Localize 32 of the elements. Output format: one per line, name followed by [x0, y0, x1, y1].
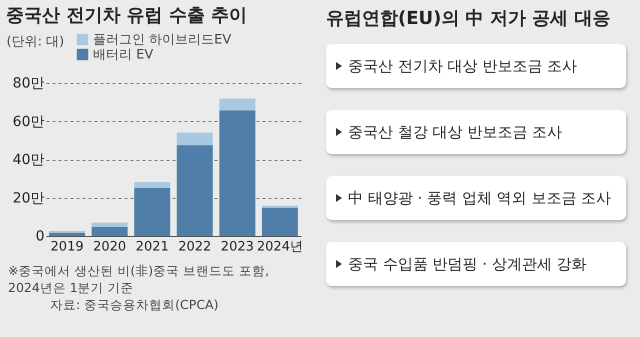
x-tick-label: 2021: [136, 240, 169, 254]
bar: [49, 232, 86, 236]
x-tick-label: 2024년: [256, 240, 303, 254]
y-tick-label: 0: [36, 228, 44, 244]
x-tick-label: 2019: [50, 240, 84, 254]
bar: [134, 188, 170, 236]
bar: [219, 98, 256, 110]
bar: [134, 182, 170, 188]
x-tick-label: 2022: [178, 240, 212, 254]
y-tick-label: 20만: [12, 190, 44, 206]
y-tick-label: 40만: [12, 152, 44, 168]
x-tick-label: 2020: [93, 240, 126, 254]
legend-label: 플러그인 하이브리드EV: [93, 32, 232, 48]
text: 유럽연합(EU)의 中 저가 공세 대응: [326, 7, 612, 30]
x-tick-label: 2023: [220, 240, 254, 254]
bar: [176, 132, 213, 146]
text: 자료: 중국승용차협회(CPCA): [49, 296, 220, 313]
text: 중국산 철강 대상 반보조금 조사: [348, 122, 562, 142]
text: 中 태양광 · 풍력 업체 역외 보조금 조사: [348, 188, 612, 208]
bar: [92, 227, 128, 236]
bar: [92, 222, 128, 228]
y-axis-title: (단위: 대): [6, 34, 64, 50]
bar: [219, 110, 256, 236]
text: ※중국에서 생산된 비(非)중국 브랜드도 포함, 2024년은 1분기 기준: [8, 262, 270, 296]
bar: [262, 208, 298, 236]
y-tick-label: 60만: [12, 114, 44, 130]
text: 중국산 전기차 대상 반보조금 조사: [348, 56, 578, 76]
chart-title: 중국산 전기차 유럽 수출 추이: [6, 5, 248, 26]
y-tick-label: 80만: [12, 76, 44, 92]
text: 중국 수입품 반덤핑 · 상계관세 강화: [348, 254, 587, 274]
legend-label: 배터리 EV: [93, 48, 154, 62]
bar: [176, 145, 213, 236]
